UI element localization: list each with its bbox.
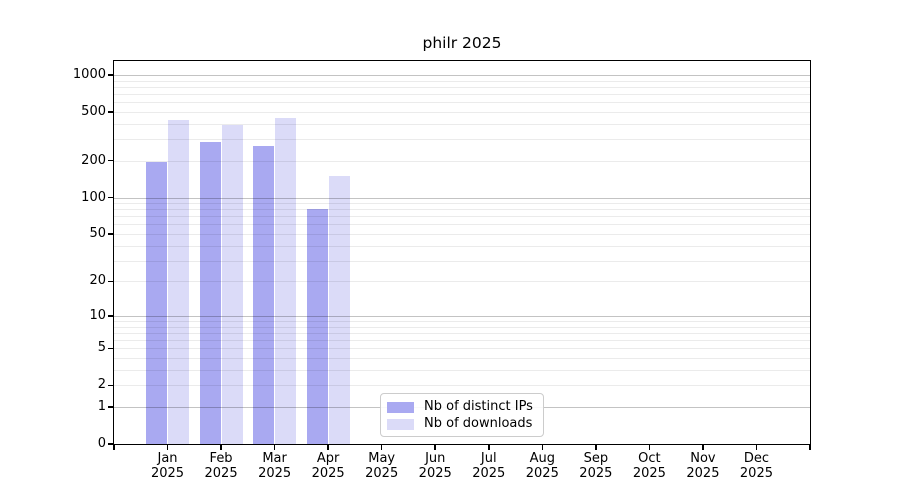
x-tick-label: Jan 2025 <box>150 451 185 481</box>
x-tick-mark-edge <box>809 445 811 450</box>
x-tick-label: Jun 2025 <box>418 451 452 481</box>
x-tick-label: Aug 2025 <box>525 451 559 481</box>
y-tick-mark <box>108 315 113 317</box>
gridline-minor <box>114 369 810 371</box>
y-tick-label: 20 <box>89 273 106 289</box>
x-tick-mark <box>434 445 436 450</box>
x-tick-label: Feb 2025 <box>204 451 238 481</box>
gridline-major <box>114 315 810 317</box>
gridline-minor <box>114 340 810 342</box>
gridline-major <box>114 197 810 199</box>
gridline-minor <box>114 102 810 104</box>
x-tick-mark <box>380 445 383 450</box>
gridline-minor <box>114 203 810 205</box>
x-tick-label: Dec 2025 <box>739 451 773 481</box>
gridline-minor <box>114 332 810 334</box>
x-tick-label: Oct 2025 <box>632 451 666 481</box>
plot-area: Nb of distinct IPs Nb of downloads <box>114 61 810 444</box>
bar-downloads-apr <box>328 176 350 444</box>
gridline-minor <box>114 224 810 226</box>
y-tick-mark <box>108 406 113 408</box>
bar-downloads-jan <box>168 120 190 444</box>
x-tick-mark <box>702 445 704 450</box>
x-tick-mark <box>755 445 758 450</box>
bar-distinct-ips-feb <box>199 141 221 444</box>
x-tick-mark <box>595 445 597 450</box>
y-tick-label: 1000 <box>72 67 106 82</box>
gridline-minor <box>114 326 810 328</box>
gridline-minor <box>114 216 810 218</box>
gridline-minor <box>114 139 810 141</box>
bar-downloads-feb <box>221 125 243 444</box>
y-tick-label: 200 <box>81 152 106 168</box>
x-tick-mark <box>488 445 490 450</box>
x-tick-label: Jul 2025 <box>472 451 506 481</box>
y-tick-mark <box>108 280 113 283</box>
gridline-minor <box>114 94 810 96</box>
gridline-minor <box>114 260 810 262</box>
y-tick-mark <box>108 159 113 162</box>
x-tick-label: Mar 2025 <box>258 451 292 481</box>
y-tick-mark <box>108 347 113 350</box>
gridline-minor <box>114 111 810 113</box>
x-tick-mark-edge <box>113 445 115 450</box>
gridline-minor <box>114 321 810 323</box>
x-tick-mark <box>648 445 651 450</box>
x-tick-mark <box>220 445 222 450</box>
legend-item: Nb of distinct IPs <box>387 399 535 415</box>
y-tick-label: 5 <box>97 340 106 356</box>
x-tick-label: Sep 2025 <box>579 451 613 481</box>
y-tick-label: 50 <box>89 225 106 241</box>
gridline-minor <box>114 348 810 350</box>
gridline-minor <box>114 209 810 211</box>
y-tick-label: 100 <box>81 189 106 205</box>
y-tick-mark <box>108 443 113 445</box>
gridline-minor <box>114 233 810 235</box>
x-tick-mark <box>166 445 169 450</box>
x-tick-mark <box>327 445 329 450</box>
legend-label: Nb of distinct IPs <box>424 399 533 414</box>
bars-layer <box>114 61 810 444</box>
bar-distinct-ips-apr <box>306 209 328 444</box>
gridline-minor <box>114 86 810 88</box>
legend: Nb of distinct IPs Nb of downloads <box>380 393 544 437</box>
legend-swatch <box>387 401 414 413</box>
gridline-minor <box>114 281 810 283</box>
gridlines-layer <box>114 61 810 444</box>
y-tick-label: 500 <box>81 103 106 119</box>
bar-downloads-mar <box>275 117 297 444</box>
gridline-major <box>114 75 810 76</box>
y-tick-label: 10 <box>89 307 106 323</box>
y-tick-label: 2 <box>97 377 106 393</box>
y-tick-mark <box>108 111 113 113</box>
x-tick-label: May 2025 <box>365 451 399 481</box>
legend-label: Nb of downloads <box>424 416 533 431</box>
chart-title: philr 2025 <box>422 34 502 52</box>
y-tick-label: 1 <box>97 398 106 414</box>
bar-distinct-ips-mar <box>253 145 275 444</box>
bar-distinct-ips-jan <box>146 162 168 444</box>
gridline-minor <box>114 385 810 387</box>
x-tick-label: Apr 2025 <box>311 451 345 481</box>
legend-item: Nb of downloads <box>387 416 535 432</box>
x-tick-mark <box>273 445 276 450</box>
y-tick-mark <box>108 384 113 387</box>
gridline-minor <box>114 358 810 360</box>
gridline-minor <box>114 80 810 82</box>
gridline-minor <box>114 245 810 247</box>
x-tick-label: Nov 2025 <box>686 451 720 481</box>
legend-swatch <box>387 418 414 430</box>
y-tick-mark <box>108 233 113 235</box>
y-tick-label: 0 <box>97 436 106 451</box>
y-tick-mark <box>108 74 113 76</box>
gridline-minor <box>114 123 810 125</box>
x-tick-mark <box>541 445 544 450</box>
y-tick-mark <box>108 196 113 199</box>
gridline-minor <box>114 160 810 162</box>
